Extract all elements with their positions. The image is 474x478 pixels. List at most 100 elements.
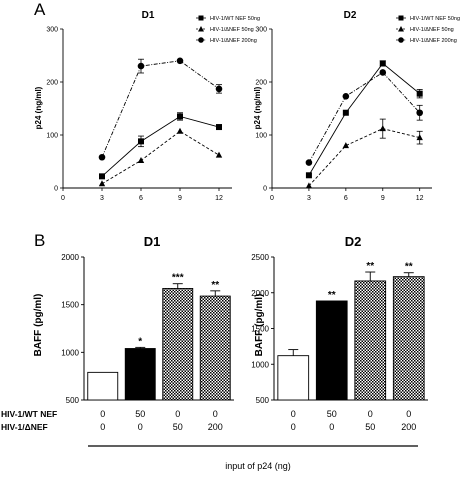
row-value-delta-nef: 50 <box>173 422 183 432</box>
x-tick-label: 3 <box>100 195 104 202</box>
data-point <box>215 151 223 158</box>
y-axis-label: BAFF (pg/ml) <box>254 294 265 357</box>
y-tick-label: 500 <box>256 396 270 405</box>
bar <box>277 355 310 401</box>
data-point <box>416 134 423 141</box>
x-tick-label: 12 <box>215 195 223 202</box>
bar <box>162 288 194 401</box>
x-tick-label: 12 <box>416 195 424 202</box>
chart-title: D1 <box>144 234 161 249</box>
legend-label: HIV-1/ΔNEF 50ng <box>410 27 454 33</box>
legend-entry: HIV-1/WT NEF 50ng <box>196 15 260 22</box>
row-value-delta-nef: 50 <box>365 422 375 432</box>
x-tick-label: 6 <box>344 195 348 202</box>
bar-chart-d2: D2 BAFF (pg/ml) 500 1000 1500 2000 2500 ** **… <box>251 234 428 405</box>
series-line <box>308 71 421 163</box>
data-point <box>416 90 423 97</box>
x-tick-label: 3 <box>307 195 311 202</box>
bar <box>199 295 231 401</box>
y-tick-label: 2000 <box>251 289 269 298</box>
data-point <box>379 60 386 67</box>
series-line <box>308 62 420 176</box>
y-tick-label: 100 <box>255 133 267 140</box>
y-tick-label: 200 <box>255 80 267 87</box>
row-label-wt-nef: HIV-1/WT NEF <box>1 409 57 419</box>
bar <box>354 280 387 401</box>
y-tick-label: 1500 <box>251 325 269 334</box>
y-tick-label: 100 <box>46 133 58 140</box>
data-point <box>177 113 183 120</box>
chart-title: D1 <box>142 10 155 21</box>
row-value-wt-nef: 0 <box>291 409 296 419</box>
significance-label: * <box>138 336 142 347</box>
y-tick-label: 300 <box>46 27 58 34</box>
legend-label: HIV-1/ΔNEF 200ng <box>210 38 257 44</box>
significance-label: *** <box>172 273 184 284</box>
row-value-delta-nef: 200 <box>208 422 223 432</box>
y-tick-label: 2000 <box>61 253 79 262</box>
y-axis-label: BAFF (pg/ml) <box>33 294 44 357</box>
x-axis-footer: input of p24 (ng) <box>225 461 291 471</box>
data-point <box>98 153 106 161</box>
y-tick-label: 1000 <box>61 348 79 357</box>
circle-marker-icon <box>198 37 204 43</box>
triangle-marker-icon <box>198 26 204 32</box>
bar <box>87 371 119 401</box>
significance-label: ** <box>211 280 219 291</box>
x-tick-label: 9 <box>178 195 182 202</box>
data-point <box>138 138 144 145</box>
panel-label-b: B <box>34 231 45 250</box>
y-tick-label: 0 <box>263 186 267 193</box>
data-point <box>342 142 350 149</box>
legend-entry: HIV-1/WT NEF 50ng <box>396 15 460 22</box>
data-point <box>137 62 145 70</box>
bar <box>315 300 348 401</box>
data-point <box>342 93 350 100</box>
chart-title: D2 <box>344 10 357 21</box>
row-value-wt-nef: 0 <box>406 409 411 419</box>
data-point <box>176 127 184 134</box>
data-point <box>305 172 312 179</box>
y-tick-label: 0 <box>54 186 58 193</box>
bar <box>124 348 156 401</box>
legend-entry: HIV-1/ΔNEF 200ng <box>396 37 457 44</box>
legend-label: HIV-1/WT NEF 50ng <box>210 16 260 22</box>
legend-entry: HIV-1/ΔNEF 200ng <box>196 37 257 44</box>
row-value-wt-nef: 50 <box>327 409 337 419</box>
series-line <box>101 130 220 185</box>
y-tick-label: 200 <box>46 80 58 87</box>
data-point <box>137 156 145 163</box>
series-line <box>308 128 420 187</box>
chart-title: D2 <box>345 234 362 249</box>
legend-label: HIV-1/WT NEF 50ng <box>410 16 460 22</box>
data-point <box>305 182 313 189</box>
data-point <box>176 57 184 65</box>
y-tick-label: 2500 <box>251 253 269 262</box>
y-tick-label: 1000 <box>251 360 269 369</box>
data-point <box>416 109 423 117</box>
row-value-delta-nef: 0 <box>138 422 143 432</box>
panel-label-a: A <box>34 0 46 19</box>
significance-label: ** <box>405 262 413 273</box>
significance-label: ** <box>366 261 374 272</box>
y-axis-label: p24 (ng/ml) <box>253 86 262 129</box>
bar <box>392 276 425 401</box>
condition-table: HIV-1/WT NEF HIV-1/ΔNEF input of p24 (ng… <box>1 409 418 471</box>
data-point <box>305 159 313 166</box>
y-tick-label: 300 <box>255 27 267 34</box>
row-value-delta-nef: 0 <box>100 422 105 432</box>
data-point <box>98 180 106 187</box>
series-line <box>101 115 220 177</box>
row-value-wt-nef: 0 <box>175 409 180 419</box>
row-label-delta-nef: HIV-1/ΔNEF <box>1 422 48 432</box>
row-value-delta-nef: 0 <box>329 422 334 432</box>
x-tick-label: 9 <box>381 195 385 202</box>
square-marker-icon <box>198 15 204 21</box>
legend-label: HIV-1/ΔNEF 50ng <box>210 27 254 33</box>
y-tick-label: 1500 <box>61 301 79 310</box>
data-point <box>216 124 222 131</box>
circle-marker-icon <box>398 37 404 43</box>
row-value-wt-nef: 50 <box>135 409 145 419</box>
legend-d2: HIV-1/WT NEF 50ng HIV-1/ΔNEF 50ng HIV-1/… <box>396 15 460 44</box>
